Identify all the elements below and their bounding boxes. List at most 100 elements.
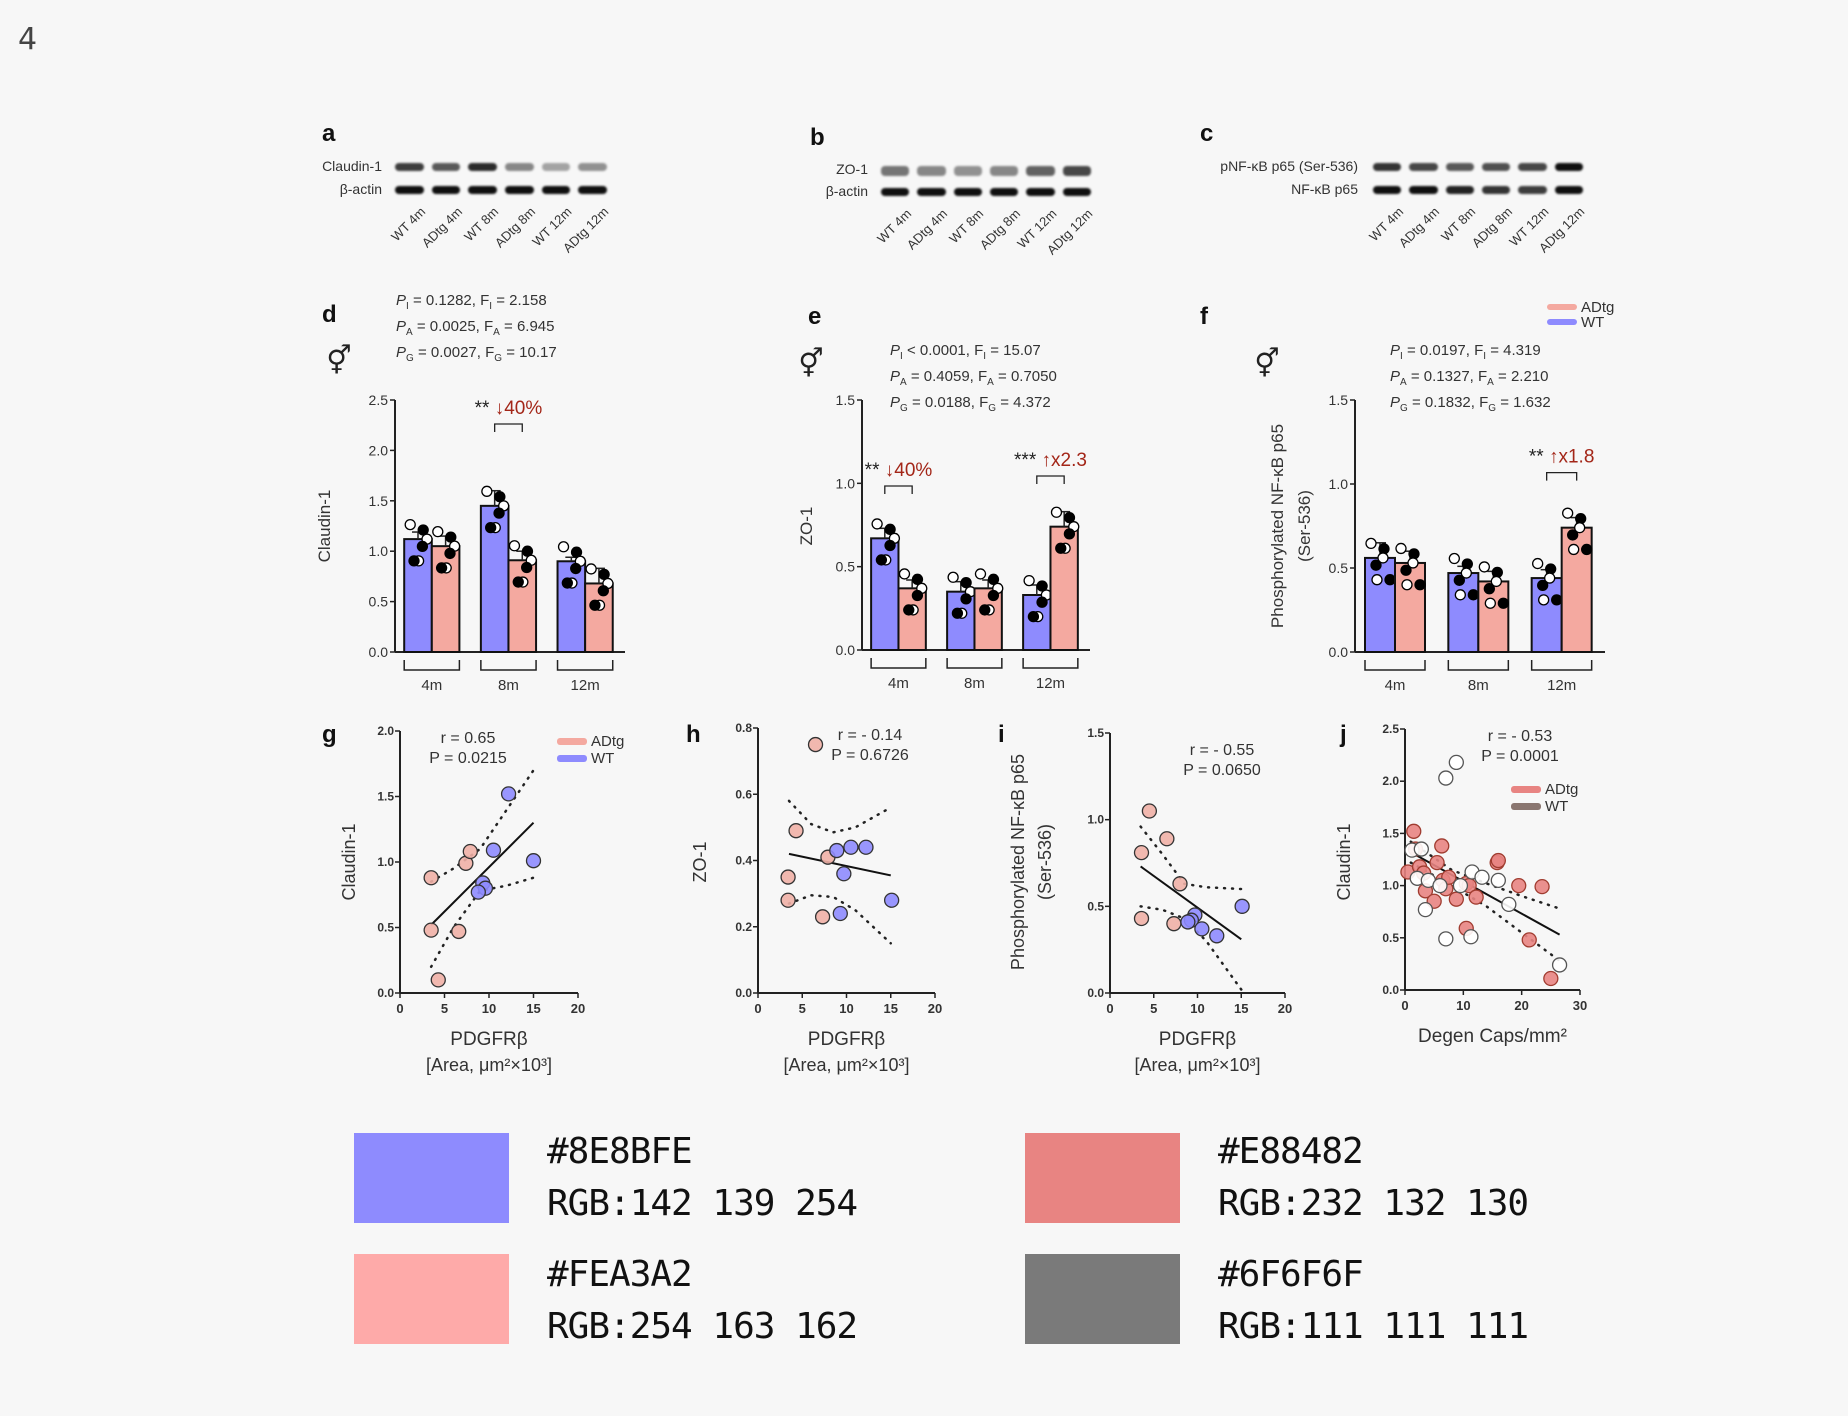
blot-band — [505, 186, 534, 194]
correlation-r: r = - 0.14 — [838, 727, 903, 744]
bar-wt — [1447, 572, 1480, 653]
data-point — [1467, 589, 1479, 601]
data-point — [1370, 559, 1382, 571]
blot-row-label: β-actin — [825, 183, 868, 199]
sex-symbol-icon: ⚥ — [798, 347, 823, 379]
scatter-point-wt — [858, 839, 874, 855]
significance-label: ** ↓40% — [475, 398, 543, 419]
scatter-point-wt — [1452, 877, 1469, 894]
blot-row-label: ZO-1 — [836, 161, 868, 177]
y-tick-label: 1.5 — [1329, 392, 1349, 408]
blot-band — [953, 166, 982, 176]
data-point — [987, 573, 1000, 585]
scatter-point-wt — [525, 853, 542, 869]
blot-row-label: pNF-κB p65 (Ser-536) — [1220, 158, 1358, 174]
blot-band — [1482, 163, 1511, 171]
data-point — [1414, 579, 1426, 591]
blot-band — [1026, 188, 1055, 196]
swatch-adtg-dark-text: #E88482 RGB:232 132 130 — [1218, 1126, 1529, 1230]
blot-band — [1062, 166, 1091, 176]
y-axis-label: Claudin-1 — [315, 490, 334, 563]
anova-stat: PI = 0.0197, FI = 4.319 — [1390, 342, 1541, 362]
data-point — [1491, 566, 1503, 579]
data-point — [898, 568, 911, 580]
blot-band — [917, 188, 946, 196]
scatter-point-wt — [836, 866, 852, 882]
blot-band — [1482, 186, 1511, 194]
scatter-point-wt — [1209, 928, 1225, 944]
swatch-rgb: RGB:232 132 130 — [1218, 1183, 1529, 1224]
x-tick-label: 15 — [1234, 1001, 1248, 1016]
scatter-point-adtg — [1133, 910, 1150, 927]
anova-stat: PG = 0.0027, FG = 10.17 — [396, 344, 557, 364]
scatter-point-adtg — [423, 922, 439, 938]
bar-adtg — [430, 545, 461, 653]
category-bracket — [870, 658, 927, 669]
scatter-point-wt — [485, 842, 502, 858]
data-point — [1538, 594, 1550, 606]
blot-band — [1445, 163, 1474, 171]
data-point — [432, 525, 444, 538]
data-point — [1453, 574, 1465, 586]
swatch-rgb: RGB:111 111 111 — [1218, 1306, 1529, 1347]
correlation-r: r = - 0.53 — [1488, 728, 1553, 745]
swatch-adtg-pink-text: #FEA3A2 RGB:254 163 162 — [547, 1249, 858, 1353]
data-point — [597, 585, 609, 597]
blot-row-label: Claudin-1 — [322, 158, 382, 174]
y-tick-label: 1.5 — [1087, 726, 1104, 740]
panel-label-i: i — [998, 721, 1005, 748]
data-point — [435, 562, 448, 574]
data-point — [1401, 579, 1413, 591]
data-point — [1023, 574, 1035, 587]
anova-stat: PI = 0.1282, FI = 2.158 — [396, 292, 547, 312]
data-point — [481, 485, 493, 497]
data-point — [1460, 567, 1472, 579]
scatter-point-wt — [1438, 931, 1454, 947]
data-point — [1036, 596, 1048, 608]
x-axis-label-2: [Area, μm²×10³] — [784, 1055, 910, 1075]
data-point — [416, 540, 429, 553]
y-tick-label: 1.5 — [1382, 826, 1399, 840]
category-bracket — [556, 660, 614, 671]
bar-wt — [1364, 556, 1396, 653]
y-tick-label: 1.0 — [377, 855, 394, 869]
scatter-point-adtg — [1468, 889, 1484, 905]
x-tick-label: 5 — [441, 1001, 448, 1016]
data-point — [1407, 557, 1419, 569]
blot-band — [1373, 186, 1402, 194]
category-bracket — [946, 658, 1003, 669]
data-point — [561, 577, 573, 589]
bar-adtg — [507, 559, 538, 653]
scatter-point-wt — [1474, 869, 1490, 885]
swatch-adtg-pink — [354, 1254, 509, 1344]
scatter-point-adtg — [814, 909, 831, 925]
legend-swatch-wt — [1511, 803, 1541, 810]
significance-label: ** ↑x1.8 — [1529, 447, 1595, 468]
swatch-grey — [1025, 1254, 1180, 1344]
regression-line — [1140, 865, 1242, 941]
scatter-point-wt — [883, 892, 900, 908]
scatter-point-adtg — [1133, 844, 1150, 861]
scatter-point-adtg — [451, 923, 467, 940]
panel-label-d: d — [322, 301, 337, 328]
anova-stat: PA = 0.0025, FA = 6.945 — [396, 318, 554, 338]
swatch-wt-blue-text: #8E8BFE RGB:142 139 254 — [547, 1126, 858, 1230]
x-tick-label: 0 — [754, 1001, 761, 1016]
data-point — [1483, 583, 1495, 595]
legend-label: WT — [1545, 798, 1568, 815]
data-point — [1448, 552, 1460, 565]
y-axis-label: Phosphorylated NF-κB p65 — [1268, 424, 1287, 628]
anova-stat: PA = 0.4059, FA = 0.7050 — [890, 368, 1057, 388]
swatch-hex: #8E8BFE — [547, 1131, 693, 1172]
panel-label-c: c — [1200, 120, 1214, 147]
x-tick-label: 20 — [571, 1001, 585, 1016]
legend-swatch-adtg — [557, 738, 587, 745]
x-tick-label: 12m — [1547, 677, 1576, 694]
category-bracket — [1022, 658, 1079, 669]
data-point — [974, 568, 987, 580]
scatter-point-adtg — [1521, 932, 1537, 948]
charts-canvas: d ⚥ PI = 0.1282, FI = 2.158 PA = 0.0025, FA… — [315, 292, 1614, 1075]
y-tick-label: 0.5 — [836, 559, 856, 575]
data-point — [408, 555, 420, 567]
y-axis-label-2: (Ser-536) — [1035, 824, 1055, 900]
